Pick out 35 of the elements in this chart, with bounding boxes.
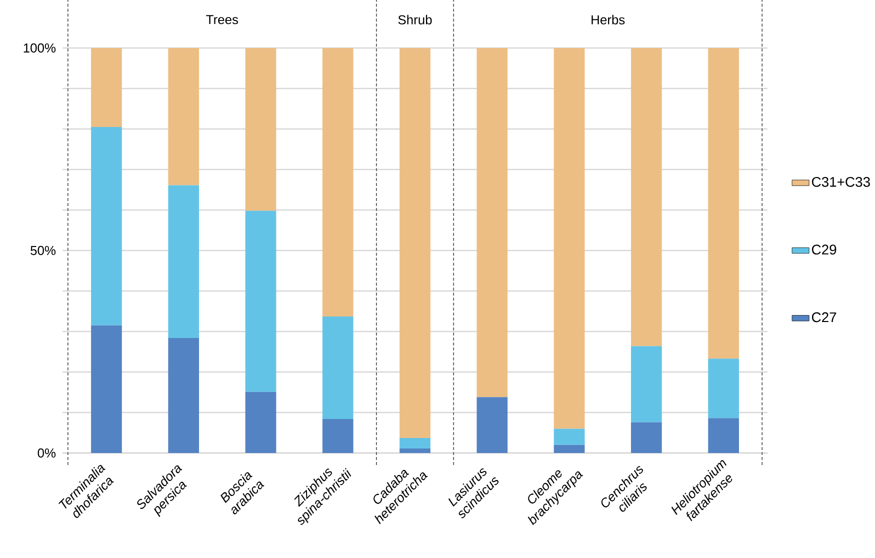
legend-label: C31+C33 (812, 176, 870, 187)
bar (91, 325, 122, 453)
bar (322, 418, 354, 453)
bar (476, 48, 508, 398)
bar (708, 418, 739, 453)
bar (630, 422, 662, 453)
bar (245, 210, 276, 392)
bar (476, 397, 508, 453)
bar (400, 48, 430, 438)
y-tick-label: 0% (38, 448, 56, 458)
bar (168, 48, 200, 186)
bar (400, 438, 430, 449)
text: Trees (206, 15, 238, 24)
bar (245, 48, 276, 211)
y-tick-label: 50% (30, 246, 56, 256)
y-tick-label: 100% (24, 43, 56, 53)
bar (554, 428, 585, 445)
bar (322, 48, 354, 317)
bar (91, 48, 122, 127)
bar (554, 48, 585, 429)
bar (708, 48, 739, 359)
legend-label: C27 (812, 312, 836, 322)
bar (708, 358, 739, 418)
bar (245, 392, 276, 453)
bar (322, 316, 354, 419)
bar (91, 126, 122, 326)
text: Shrub (398, 14, 432, 24)
bar (630, 48, 662, 346)
bar (168, 338, 200, 453)
bar (554, 444, 585, 453)
bar (168, 185, 200, 338)
bar (630, 346, 662, 422)
legend-label: C29 (812, 244, 836, 255)
bar (400, 448, 430, 453)
text: Herbs (592, 14, 625, 24)
